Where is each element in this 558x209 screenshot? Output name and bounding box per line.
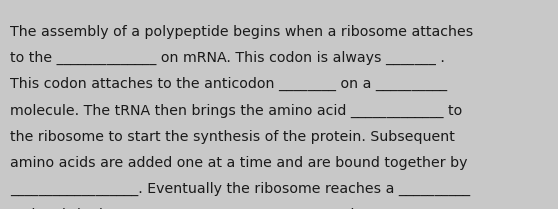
- Text: The assembly of a polypeptide begins when a ribosome attaches: The assembly of a polypeptide begins whe…: [10, 25, 473, 39]
- Text: amino acids are added one at a time and are bound together by: amino acids are added one at a time and …: [10, 156, 468, 170]
- Text: __________________. Eventually the ribosome reaches a __________: __________________. Eventually the ribos…: [10, 182, 470, 196]
- Text: to the ______________ on mRNA. This codon is always _______ .: to the ______________ on mRNA. This codo…: [10, 51, 445, 65]
- Text: molecule. The tRNA then brings the amino acid _____________ to: molecule. The tRNA then brings the amino…: [10, 103, 462, 118]
- Text: codon, bringing ______________________ to an end.: codon, bringing ______________________ t…: [10, 208, 359, 209]
- Text: the ribosome to start the synthesis of the protein. Subsequent: the ribosome to start the synthesis of t…: [10, 130, 455, 144]
- Text: This codon attaches to the anticodon ________ on a __________: This codon attaches to the anticodon ___…: [10, 77, 447, 92]
